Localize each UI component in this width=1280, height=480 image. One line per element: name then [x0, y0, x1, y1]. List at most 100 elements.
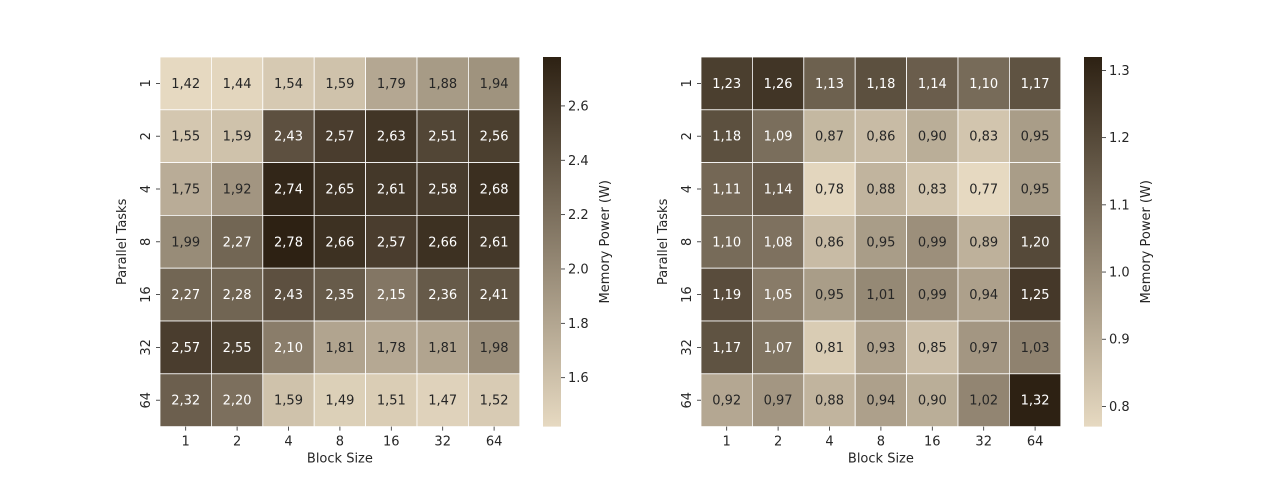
- heatmap-cell: [313, 162, 367, 216]
- heatmap-cell: [210, 320, 264, 375]
- cell-value-label: 2,15: [377, 288, 406, 303]
- heatmap-cell: [467, 373, 521, 427]
- cell-value-label: 2,66: [325, 235, 354, 250]
- cell-value-label: 1,10: [712, 235, 741, 250]
- cell-value-label: 2,57: [171, 341, 200, 356]
- heatmap-cell: [854, 214, 908, 269]
- heatmap-cell: [1009, 373, 1062, 427]
- colorbar: [1084, 57, 1102, 427]
- heatmap-cell: [313, 109, 367, 164]
- heatmap-cell: [416, 320, 469, 375]
- cell-value-label: 1,47: [428, 394, 457, 409]
- cell-value-label: 0,88: [815, 394, 844, 409]
- heatmap-cell: [467, 109, 521, 164]
- cell-value-label: 1,14: [918, 77, 947, 92]
- cell-value-label: 0,95: [1021, 130, 1050, 145]
- heatmap-cell: [416, 373, 469, 427]
- cell-value-label: 0,89: [969, 235, 998, 250]
- y-tick-label: 1: [139, 79, 154, 87]
- colorbar-tick-label: 1.8: [568, 317, 589, 332]
- heatmap-cell: [313, 214, 367, 269]
- y-tick-label: 8: [680, 238, 695, 246]
- cell-value-label: 2,63: [377, 130, 406, 145]
- cell-value-label: 0,83: [918, 183, 947, 198]
- cell-value-label: 2,27: [223, 235, 252, 250]
- cell-value-label: 0,97: [764, 394, 793, 409]
- cell-value-label: 2,27: [171, 288, 200, 303]
- x-tick-label: 32: [975, 435, 992, 450]
- heatmap-cell: [159, 109, 212, 164]
- x-axis-label: Block Size: [848, 452, 914, 467]
- heatmap-cell: [752, 320, 805, 375]
- heatmap-cell: [752, 267, 805, 322]
- cell-value-label: 1,98: [480, 341, 509, 356]
- cell-value-label: 1,92: [223, 183, 252, 198]
- heatmap-cell: [957, 56, 1010, 111]
- cell-value-label: 2,74: [274, 183, 303, 198]
- cell-value-label: 1,09: [764, 130, 793, 145]
- cell-value-label: 1,02: [969, 394, 998, 409]
- cell-value-label: 2,36: [428, 288, 457, 303]
- heatmap-cell: [159, 56, 212, 111]
- heatmap-cell: [159, 162, 212, 216]
- heatmap-cell: [1009, 162, 1062, 216]
- colorbar-tick-label: 0.9: [1109, 333, 1130, 348]
- heatmap-cell: [906, 373, 959, 427]
- cell-value-label: 2,61: [480, 235, 509, 250]
- cell-value-label: 1,55: [171, 130, 200, 145]
- y-tick-label: 32: [680, 339, 695, 356]
- heatmap-cell: [313, 373, 367, 427]
- heatmap-cell: [365, 267, 418, 322]
- y-tick-label: 1: [680, 79, 695, 87]
- heatmap-cell: [262, 109, 315, 164]
- cell-value-label: 1,07: [764, 341, 793, 356]
- y-tick-label: 8: [139, 238, 154, 246]
- y-tick-label: 16: [680, 286, 695, 303]
- cell-value-label: 0,81: [815, 341, 844, 356]
- cell-value-label: 1,81: [325, 341, 354, 356]
- heatmap-cell: [210, 109, 264, 164]
- colorbar-tick-label: 1.2: [1109, 131, 1130, 146]
- cell-value-label: 1,10: [969, 77, 998, 92]
- x-tick-label: 4: [284, 435, 292, 450]
- cell-value-label: 0,87: [815, 130, 844, 145]
- cell-value-label: 1,20: [1021, 235, 1050, 250]
- heatmap-cell: [854, 373, 908, 427]
- cell-value-label: 2,58: [428, 183, 457, 198]
- heatmap-cell: [854, 56, 908, 111]
- cell-value-label: 0,86: [815, 235, 844, 250]
- x-tick-label: 1: [723, 435, 731, 450]
- cell-value-label: 2,57: [325, 130, 354, 145]
- cell-value-label: 2,68: [480, 183, 509, 198]
- cell-value-label: 0,77: [969, 183, 998, 198]
- colorbar-tick-label: 2.2: [568, 208, 589, 223]
- cell-value-label: 0,90: [918, 130, 947, 145]
- heatmap-cell: [700, 373, 753, 427]
- y-tick-label: 2: [139, 132, 154, 140]
- heatmap-cell: [957, 162, 1010, 216]
- cell-value-label: 1,18: [866, 77, 895, 92]
- cell-value-label: 1,54: [274, 77, 303, 92]
- heatmap-cell: [1009, 320, 1062, 375]
- heatmap-cell: [313, 320, 367, 375]
- heatmap-cell: [365, 373, 418, 427]
- y-tick-label: 64: [139, 392, 154, 409]
- heatmap-cell: [957, 320, 1010, 375]
- y-tick-label: 2: [680, 132, 695, 140]
- colorbar-label: Memory Power (W): [598, 180, 613, 303]
- colorbar-tick-label: 1.6: [568, 371, 589, 386]
- heatmap-cell: [210, 162, 264, 216]
- cell-value-label: 2,10: [274, 341, 303, 356]
- cell-value-label: 1,49: [325, 394, 354, 409]
- x-tick-label: 16: [383, 435, 400, 450]
- cell-value-label: 0,95: [866, 235, 895, 250]
- heatmap-cell: [906, 109, 959, 164]
- x-tick-label: 64: [1027, 435, 1044, 450]
- cell-value-label: 0,78: [815, 183, 844, 198]
- cell-value-label: 1,17: [1021, 77, 1050, 92]
- heatmap-cell: [803, 373, 856, 427]
- cell-value-label: 0,93: [866, 341, 895, 356]
- colorbar-tick-label: 1.0: [1109, 266, 1130, 281]
- cell-value-label: 0,95: [1021, 183, 1050, 198]
- heatmap-cell: [906, 320, 959, 375]
